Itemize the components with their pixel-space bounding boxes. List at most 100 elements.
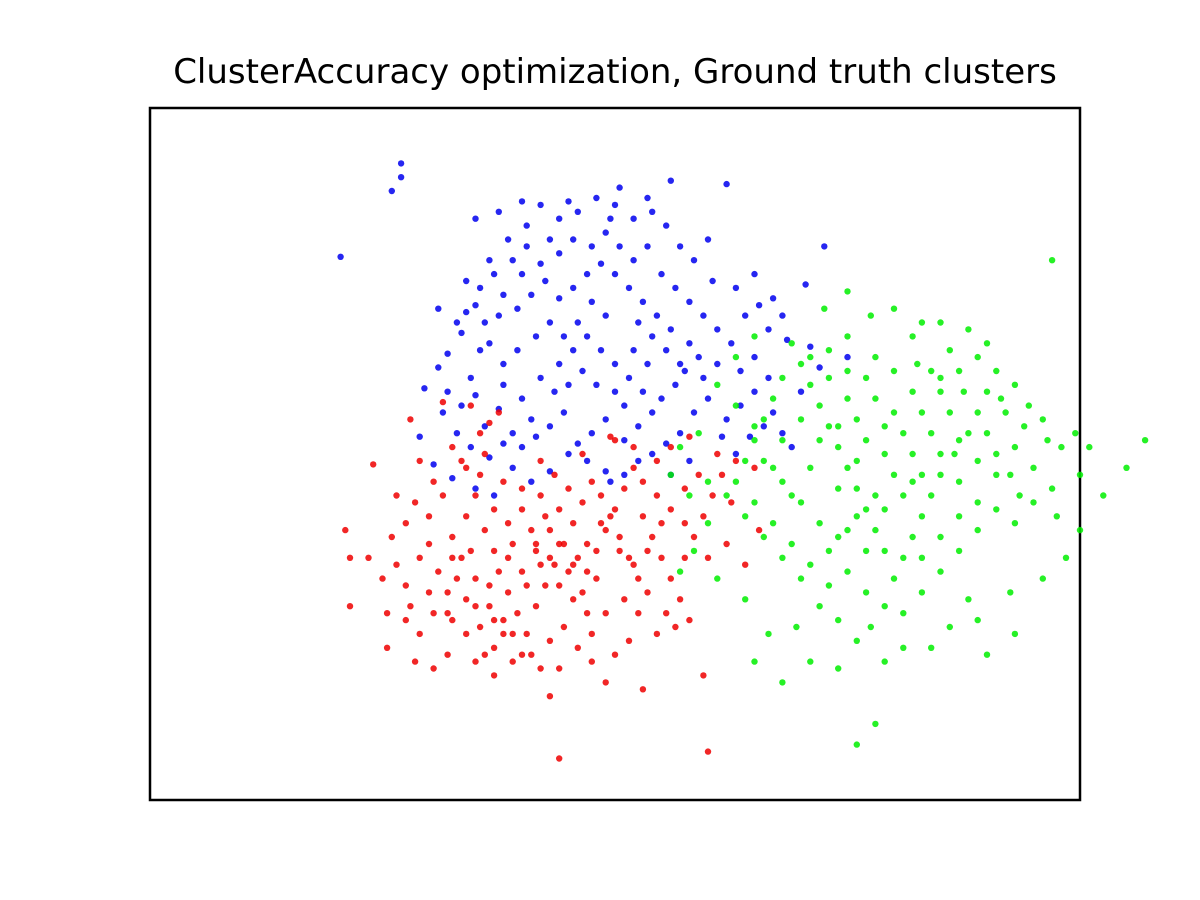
point-1-114	[449, 443, 456, 451]
point-2-56	[1030, 499, 1037, 506]
axes-frame	[148, 106, 1082, 802]
point-0-44	[611, 360, 619, 368]
point-1-100	[444, 651, 451, 658]
point-1-9	[444, 589, 451, 596]
point-1-58	[537, 492, 544, 499]
point-0-180	[779, 312, 786, 319]
point-0-51	[565, 450, 572, 458]
point-2-62	[872, 492, 879, 499]
point-2-135	[686, 492, 693, 499]
point-2-71	[816, 437, 823, 444]
point-2-76	[909, 388, 916, 395]
point-0-34	[518, 443, 526, 451]
point-0-169	[751, 270, 758, 278]
point-2-124	[872, 720, 879, 728]
point-1-30	[542, 582, 549, 589]
point-1-140	[449, 554, 456, 561]
point-0-40	[556, 360, 563, 368]
point-1-16	[449, 616, 456, 624]
point-0-12	[495, 312, 502, 319]
point-2-176	[918, 554, 926, 561]
point-0-181	[802, 281, 809, 288]
point-1-17	[463, 596, 470, 603]
point-1-28	[523, 630, 530, 638]
point-1-18	[472, 575, 479, 582]
point-2-38	[751, 437, 758, 444]
point-0-98	[621, 471, 628, 478]
point-1-51	[486, 603, 493, 610]
point-1-113	[476, 430, 484, 437]
point-0-76	[537, 260, 544, 267]
point-0-47	[621, 402, 628, 409]
point-0-111	[844, 353, 851, 361]
point-1-102	[411, 658, 419, 665]
point-1-89	[695, 471, 702, 478]
point-1-106	[588, 658, 595, 665]
point-1-61	[490, 506, 498, 513]
point-0-110	[816, 364, 823, 371]
point-0-75	[518, 270, 526, 278]
point-0-153	[565, 381, 572, 388]
point-2-131	[714, 381, 721, 388]
point-0-20	[458, 402, 465, 409]
point-1-12	[365, 554, 372, 561]
point-1-91	[667, 506, 674, 513]
point-1-33	[570, 520, 577, 527]
point-0-64	[639, 298, 647, 305]
point-2-164	[1011, 443, 1019, 451]
point-1-88	[728, 499, 735, 506]
point-2-179	[974, 457, 981, 465]
point-0-128	[523, 243, 530, 250]
point-1-147	[570, 561, 577, 568]
point-1-82	[672, 623, 679, 631]
point-0-160	[546, 468, 554, 475]
point-1-119	[611, 437, 619, 444]
point-1-177	[463, 630, 470, 638]
point-0-114	[807, 343, 814, 350]
point-2-116	[1053, 513, 1061, 520]
point-0-115	[742, 312, 749, 319]
point-1-176	[444, 610, 451, 617]
point-1-178	[481, 651, 488, 658]
point-1-24	[490, 547, 498, 555]
point-0-113	[783, 336, 791, 343]
point-0-56	[649, 409, 656, 416]
point-0-63	[653, 312, 661, 319]
point-1-70	[611, 506, 619, 513]
point-0-93	[690, 409, 698, 416]
point-0-11	[481, 319, 488, 326]
point-1-71	[621, 485, 628, 492]
point-1-43	[588, 630, 595, 638]
point-2-36	[769, 395, 777, 402]
point-1-104	[490, 672, 498, 679]
point-0-41	[570, 347, 577, 354]
point-1-5	[402, 582, 409, 589]
point-0-0	[388, 187, 395, 195]
point-1-142	[486, 582, 493, 589]
point-1-79	[644, 589, 651, 596]
point-2-51	[937, 568, 944, 575]
point-0-129	[509, 257, 516, 264]
point-2-108	[928, 644, 935, 651]
point-0-7	[435, 305, 442, 312]
point-1-73	[639, 513, 647, 520]
point-2-141	[797, 575, 805, 582]
point-0-2	[397, 160, 405, 167]
point-0-4	[472, 215, 479, 222]
point-0-18	[421, 385, 428, 392]
point-2-60	[909, 450, 916, 458]
point-2-119	[1062, 554, 1070, 561]
point-1-127	[755, 526, 763, 534]
point-2-81	[862, 437, 870, 444]
point-1-101	[430, 665, 437, 672]
point-2-106	[900, 644, 907, 651]
point-2-152	[821, 305, 828, 312]
point-1-34	[579, 499, 586, 506]
point-2-104	[793, 623, 800, 631]
point-1-65	[556, 582, 563, 589]
point-1-103	[472, 658, 479, 665]
point-0-139	[676, 360, 684, 368]
point-1-25	[495, 568, 502, 575]
point-0-132	[463, 277, 470, 285]
point-0-119	[676, 243, 684, 250]
